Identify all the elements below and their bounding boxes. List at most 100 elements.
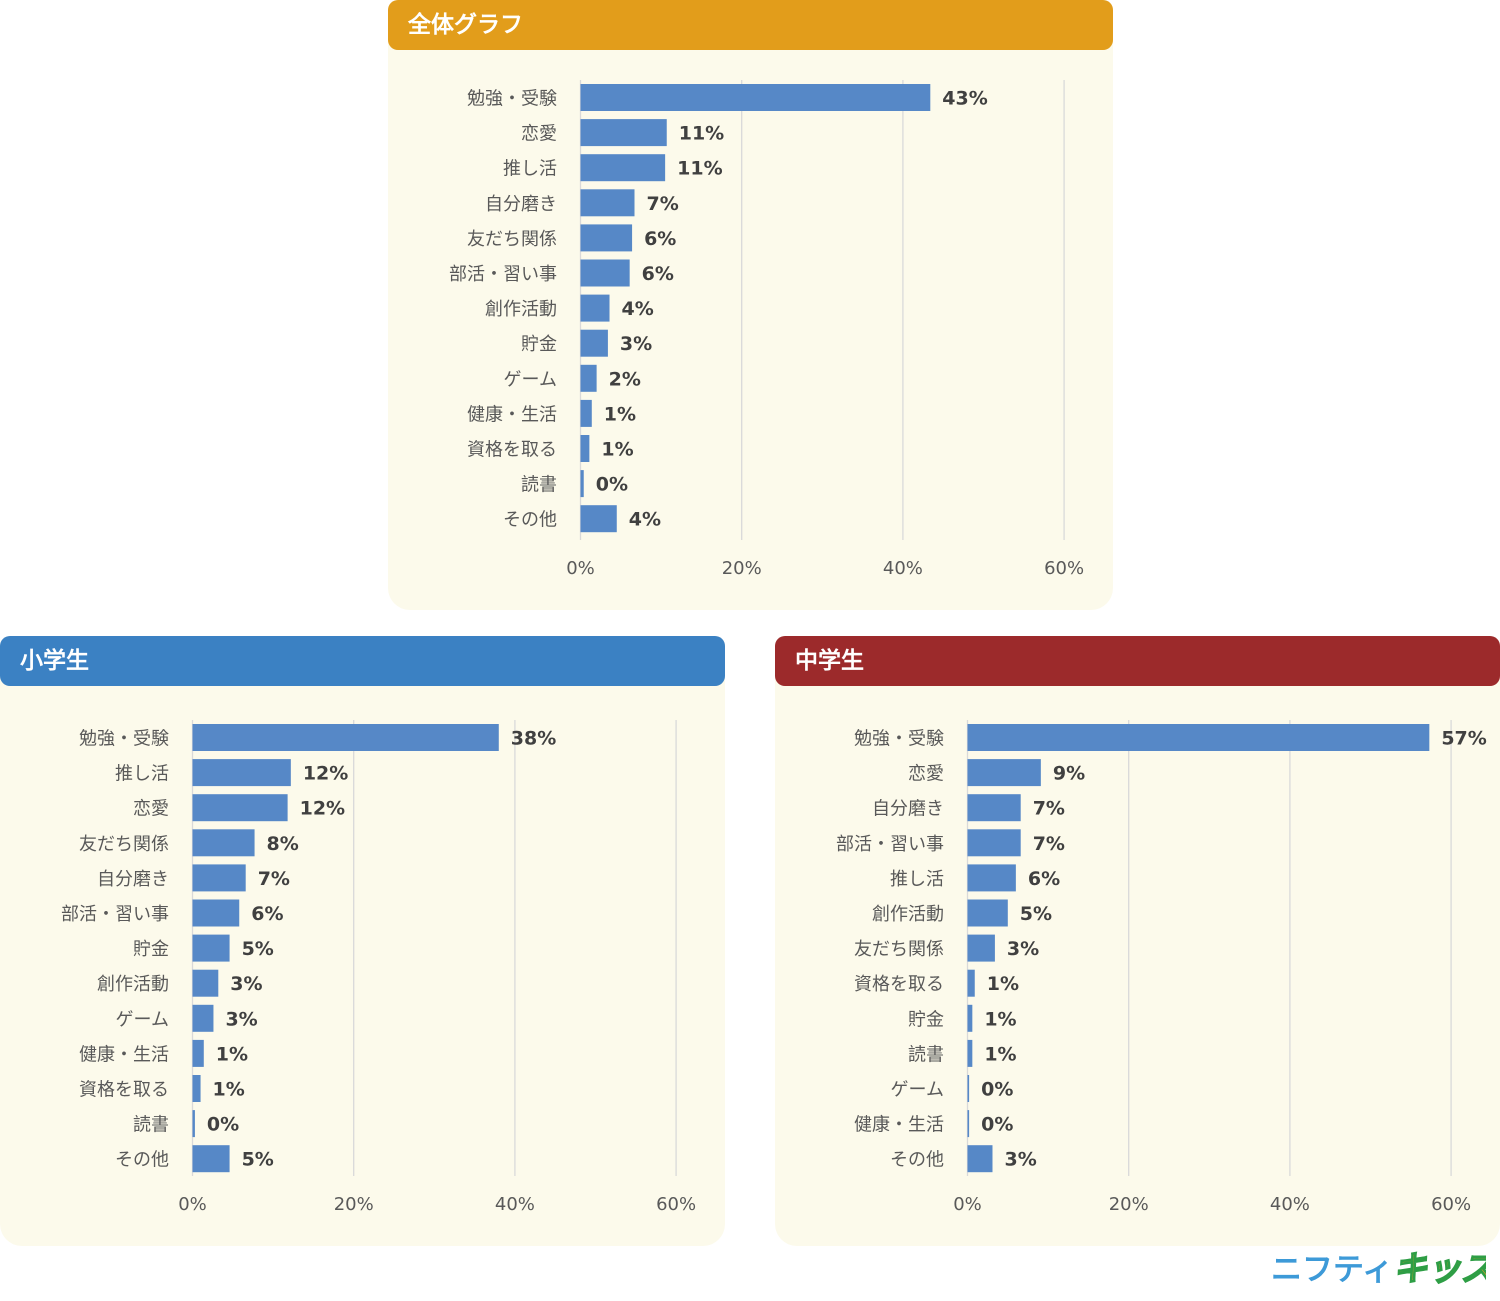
data-label: 3% — [1004, 1149, 1036, 1171]
data-label: 6% — [642, 263, 674, 285]
category-label: 健康・生活 — [79, 1044, 169, 1065]
data-label: 6% — [644, 228, 676, 250]
x-tick-label: 40% — [495, 1194, 535, 1215]
elementary-chart-title: 小学生 — [20, 648, 89, 674]
bar — [192, 899, 240, 927]
x-tick-label: 40% — [883, 558, 923, 579]
x-tick-label: 60% — [1431, 1194, 1471, 1215]
data-label: 1% — [216, 1043, 248, 1065]
x-tick-label: 20% — [722, 558, 762, 579]
data-label: 4% — [629, 509, 661, 531]
data-label: 38% — [511, 728, 556, 750]
category-label: 貯金 — [521, 334, 557, 355]
category-label: 貯金 — [133, 939, 169, 960]
x-tick-label: 60% — [656, 1194, 696, 1215]
category-label: 部活・習い事 — [836, 834, 944, 855]
nifty-kids-logo: ニフティキッズ — [1271, 1246, 1486, 1296]
bar — [192, 724, 499, 751]
overall-chart-panel: 全体グラフ 0% 20% 40% 60% 勉強・受験 43% 恋愛 11% 推し活 11% 自分磨き… — [388, 0, 1113, 610]
category-label: 資格を取る — [79, 1080, 169, 1101]
data-label: 9% — [1053, 763, 1085, 785]
bar — [192, 1075, 201, 1102]
x-tick-label: 20% — [1109, 1194, 1149, 1215]
x-tick-label: 20% — [334, 1194, 374, 1215]
bar — [192, 1145, 230, 1173]
bar — [967, 1145, 993, 1173]
category-label: 健康・生活 — [854, 1115, 944, 1136]
bar — [580, 119, 667, 147]
category-label: その他 — [503, 510, 557, 531]
category-label: 読書 — [521, 475, 557, 496]
bar — [192, 759, 291, 787]
data-label: 1% — [213, 1079, 245, 1101]
bar — [967, 759, 1041, 787]
category-label: その他 — [890, 1150, 944, 1171]
data-label: 57% — [1441, 728, 1486, 750]
bar — [967, 899, 1008, 927]
logo-text-kids: キッズ — [1392, 1248, 1486, 1290]
bar — [967, 1004, 973, 1032]
category-label: 恋愛 — [908, 763, 944, 785]
data-label: 43% — [942, 88, 987, 110]
category-label: ゲーム — [116, 1009, 169, 1030]
data-label: 0% — [981, 1114, 1013, 1136]
junior-high-chart-panel: 中学生 0% 20% 40% 60% 勉強・受験 57% 恋愛 9% 自分磨き 7% 部活・習い事 7… — [775, 636, 1500, 1246]
category-label: 読書 — [908, 1044, 944, 1065]
bar — [967, 794, 1021, 822]
data-label: 3% — [225, 1008, 257, 1030]
bar — [967, 864, 1016, 892]
category-label: 部活・習い事 — [61, 904, 169, 925]
category-label: 恋愛 — [521, 123, 557, 145]
data-label: 3% — [620, 333, 652, 355]
category-label: 創作活動 — [97, 974, 169, 995]
category-label: 自分磨き — [97, 869, 169, 890]
bar — [580, 470, 584, 498]
elementary-chart-panel: 小学生 0% 20% 40% 60% 勉強・受験 38% 推し活 12% 恋愛 12% 友だち関係 8… — [0, 636, 725, 1246]
bar — [192, 1039, 204, 1067]
data-label: 11% — [679, 123, 724, 145]
category-label: 勉強・受験 — [79, 729, 169, 750]
category-label: 資格を取る — [854, 974, 944, 995]
bar — [967, 1075, 970, 1102]
category-label: 勉強・受験 — [467, 89, 557, 110]
data-label: 7% — [258, 868, 290, 890]
x-tick-label: 60% — [1044, 558, 1084, 579]
category-label: 推し活 — [115, 764, 169, 785]
category-label: 部活・習い事 — [449, 264, 557, 285]
data-label: 8% — [267, 833, 299, 855]
data-label: 1% — [987, 973, 1019, 995]
category-label: 創作活動 — [872, 904, 944, 925]
bar — [580, 505, 617, 533]
category-label: 友だち関係 — [854, 939, 944, 960]
junior-high-chart-title: 中学生 — [795, 648, 864, 674]
bar — [967, 1039, 973, 1067]
bar — [580, 84, 931, 111]
x-tick-label: 0% — [953, 1194, 982, 1215]
category-label: ゲーム — [504, 369, 557, 390]
data-label: 3% — [230, 973, 262, 995]
data-label: 1% — [984, 1008, 1016, 1030]
bar — [580, 399, 592, 427]
category-label: 友だち関係 — [79, 834, 169, 855]
bar — [580, 154, 666, 182]
category-label: 推し活 — [503, 159, 557, 180]
x-tick-label: 0% — [566, 558, 595, 579]
data-label: 12% — [300, 798, 345, 820]
data-label: 1% — [984, 1043, 1016, 1065]
junior-high-chart-header: 中学生 — [775, 636, 1500, 686]
overall-bar-chart: 0% 20% 40% 60% 勉強・受験 43% 恋愛 11% 推し活 11% 自分磨き 7% 友だち関… — [449, 80, 1084, 579]
data-label: 1% — [604, 403, 636, 425]
bar — [192, 829, 255, 857]
data-label: 5% — [1020, 903, 1052, 925]
elementary-bar-chart: 0% 20% 40% 60% 勉強・受験 38% 推し活 12% 恋愛 12% 友だち関係 8% 自分磨… — [61, 720, 696, 1215]
logo-text-nifty: ニフティ — [1271, 1252, 1394, 1288]
category-label: 資格を取る — [467, 440, 557, 461]
data-label: 5% — [242, 938, 274, 960]
data-label: 2% — [609, 368, 641, 390]
category-label: 自分磨き — [872, 799, 944, 820]
data-label: 0% — [981, 1079, 1013, 1101]
x-tick-label: 40% — [1270, 1194, 1310, 1215]
data-label: 6% — [251, 903, 283, 925]
data-label: 3% — [1007, 938, 1039, 960]
category-label: 自分磨き — [485, 194, 557, 215]
